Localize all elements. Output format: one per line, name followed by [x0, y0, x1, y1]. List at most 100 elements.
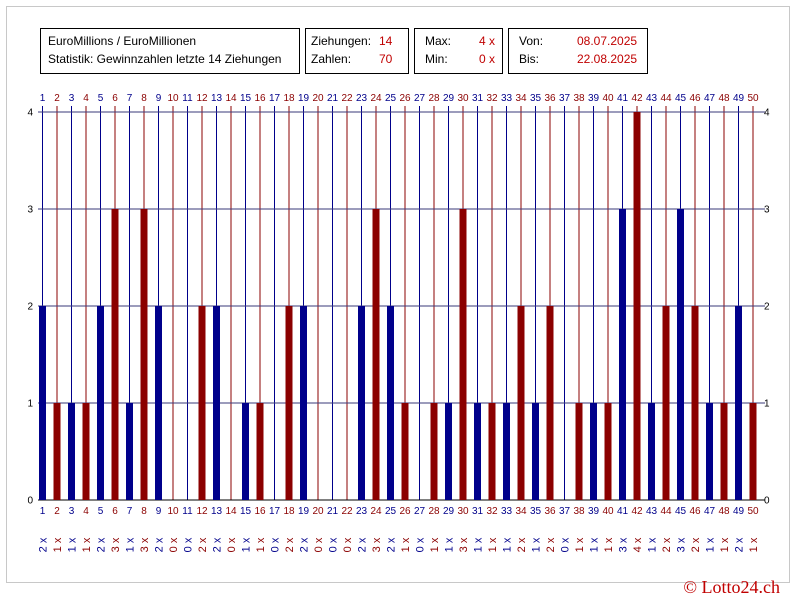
x-tick-label-bottom: 15: [240, 506, 252, 517]
bar-3: [68, 403, 75, 500]
x-tick-label-bottom: 35: [530, 506, 542, 517]
x-tick-label-bottom: 46: [689, 506, 701, 517]
count-label-36: 2 x: [545, 537, 557, 552]
min-label: Min:: [425, 52, 448, 66]
x-tick-label-bottom: 20: [312, 506, 324, 517]
x-tick-label-bottom: 26: [399, 506, 411, 517]
count-label-28: 1 x: [429, 537, 441, 552]
x-tick-label-top: 3: [69, 93, 75, 104]
y-tick-label-left: 0: [27, 496, 33, 507]
max-value: 4 x: [479, 34, 496, 48]
count-label-33: 1 x: [502, 537, 514, 552]
numbers-value: 70: [379, 52, 393, 66]
bar-28: [430, 403, 438, 500]
x-tick-label-bottom: 30: [457, 506, 469, 517]
count-label-26: 1 x: [400, 537, 412, 552]
x-tick-label-bottom: 49: [733, 506, 745, 517]
count-label-32: 1 x: [487, 537, 499, 552]
bar-26: [401, 403, 409, 500]
draws-box: Ziehungen: 14 Zahlen: 70: [305, 28, 409, 74]
x-tick-label-top: 34: [515, 93, 527, 104]
x-tick-label-bottom: 11: [182, 506, 193, 517]
count-label-45: 3 x: [676, 537, 688, 552]
bar-42: [633, 112, 641, 500]
x-tick-label-top: 16: [254, 93, 266, 104]
x-tick-label-top: 48: [718, 93, 730, 104]
x-tick-label-top: 45: [675, 93, 687, 104]
x-tick-label-top: 6: [112, 93, 118, 104]
x-tick-label-bottom: 45: [675, 506, 687, 517]
count-label-14: 0 x: [226, 537, 238, 552]
bar-45: [677, 209, 684, 500]
title-line-1: EuroMillions / EuroMillionen: [48, 34, 197, 48]
x-tick-label-top: 5: [98, 93, 104, 104]
x-tick-label-bottom: 27: [414, 506, 426, 517]
x-tick-label-bottom: 14: [225, 506, 237, 517]
title-line-2: Statistik: Gewinnzahlen letzte 14 Ziehun…: [48, 52, 282, 66]
bar-39: [590, 403, 597, 500]
y-tick-label-right: 1: [764, 399, 770, 410]
count-label-37: 0 x: [560, 537, 572, 552]
x-tick-label-top: 50: [747, 93, 759, 104]
bar-4: [82, 403, 90, 500]
bar-18: [285, 306, 293, 500]
x-tick-label-top: 39: [588, 93, 600, 104]
x-tick-label-top: 41: [617, 93, 629, 104]
x-tick-label-top: 12: [196, 93, 208, 104]
x-tick-label-top: 2: [54, 93, 60, 104]
x-tick-label-bottom: 38: [573, 506, 585, 517]
bar-13: [213, 306, 220, 500]
bar-23: [358, 306, 365, 500]
count-label-31: 1 x: [473, 537, 485, 552]
x-tick-label-top: 47: [704, 93, 716, 104]
x-tick-label-top: 37: [559, 93, 571, 104]
x-tick-label-bottom: 34: [515, 506, 527, 517]
x-tick-label-top: 14: [225, 93, 237, 104]
count-label-10: 0 x: [168, 537, 180, 552]
x-tick-label-bottom: 44: [660, 506, 672, 517]
count-label-7: 1 x: [125, 537, 137, 552]
x-tick-label-top: 46: [689, 93, 701, 104]
bar-9: [155, 306, 162, 500]
x-tick-label-top: 19: [298, 93, 310, 104]
x-tick-label-top: 18: [283, 93, 295, 104]
x-tick-label-top: 15: [240, 93, 252, 104]
x-tick-label-bottom: 36: [544, 506, 556, 517]
x-tick-label-top: 43: [646, 93, 658, 104]
x-tick-label-top: 10: [167, 93, 179, 104]
count-label-12: 2 x: [197, 537, 209, 552]
x-tick-label-top: 30: [457, 93, 469, 104]
bar-43: [648, 403, 655, 500]
count-label-1: 2 x: [38, 537, 50, 552]
date-range-box: Von: 08.07.2025 Bis: 22.08.2025: [508, 28, 648, 74]
count-label-43: 1 x: [647, 537, 659, 552]
bar-2: [53, 403, 61, 500]
count-label-38: 1 x: [574, 537, 586, 552]
x-tick-label-bottom: 41: [617, 506, 629, 517]
x-tick-label-bottom: 10: [167, 506, 179, 517]
count-label-48: 1 x: [719, 537, 731, 552]
x-tick-label-top: 21: [327, 93, 339, 104]
numbers-label: Zahlen:: [311, 52, 352, 66]
x-tick-label-bottom: 25: [385, 506, 397, 517]
bar-50: [749, 403, 757, 500]
x-tick-label-bottom: 23: [356, 506, 368, 517]
bar-15: [242, 403, 249, 500]
count-label-42: 4 x: [632, 537, 644, 552]
count-label-41: 3 x: [618, 537, 630, 552]
x-tick-label-bottom: 21: [327, 506, 339, 517]
bar-16: [256, 403, 264, 500]
x-tick-label-top: 36: [544, 93, 556, 104]
count-label-23: 2 x: [357, 537, 369, 552]
x-tick-label-top: 13: [211, 93, 223, 104]
count-label-22: 0 x: [342, 537, 354, 552]
x-tick-label-top: 4: [83, 93, 89, 104]
x-tick-label-top: 20: [312, 93, 324, 104]
bar-47: [706, 403, 713, 500]
count-label-4: 1 x: [81, 537, 93, 552]
x-tick-label-top: 32: [486, 93, 498, 104]
count-label-21: 0 x: [328, 537, 340, 552]
bar-12: [198, 306, 206, 500]
count-label-13: 2 x: [212, 537, 224, 552]
bar-31: [474, 403, 481, 500]
